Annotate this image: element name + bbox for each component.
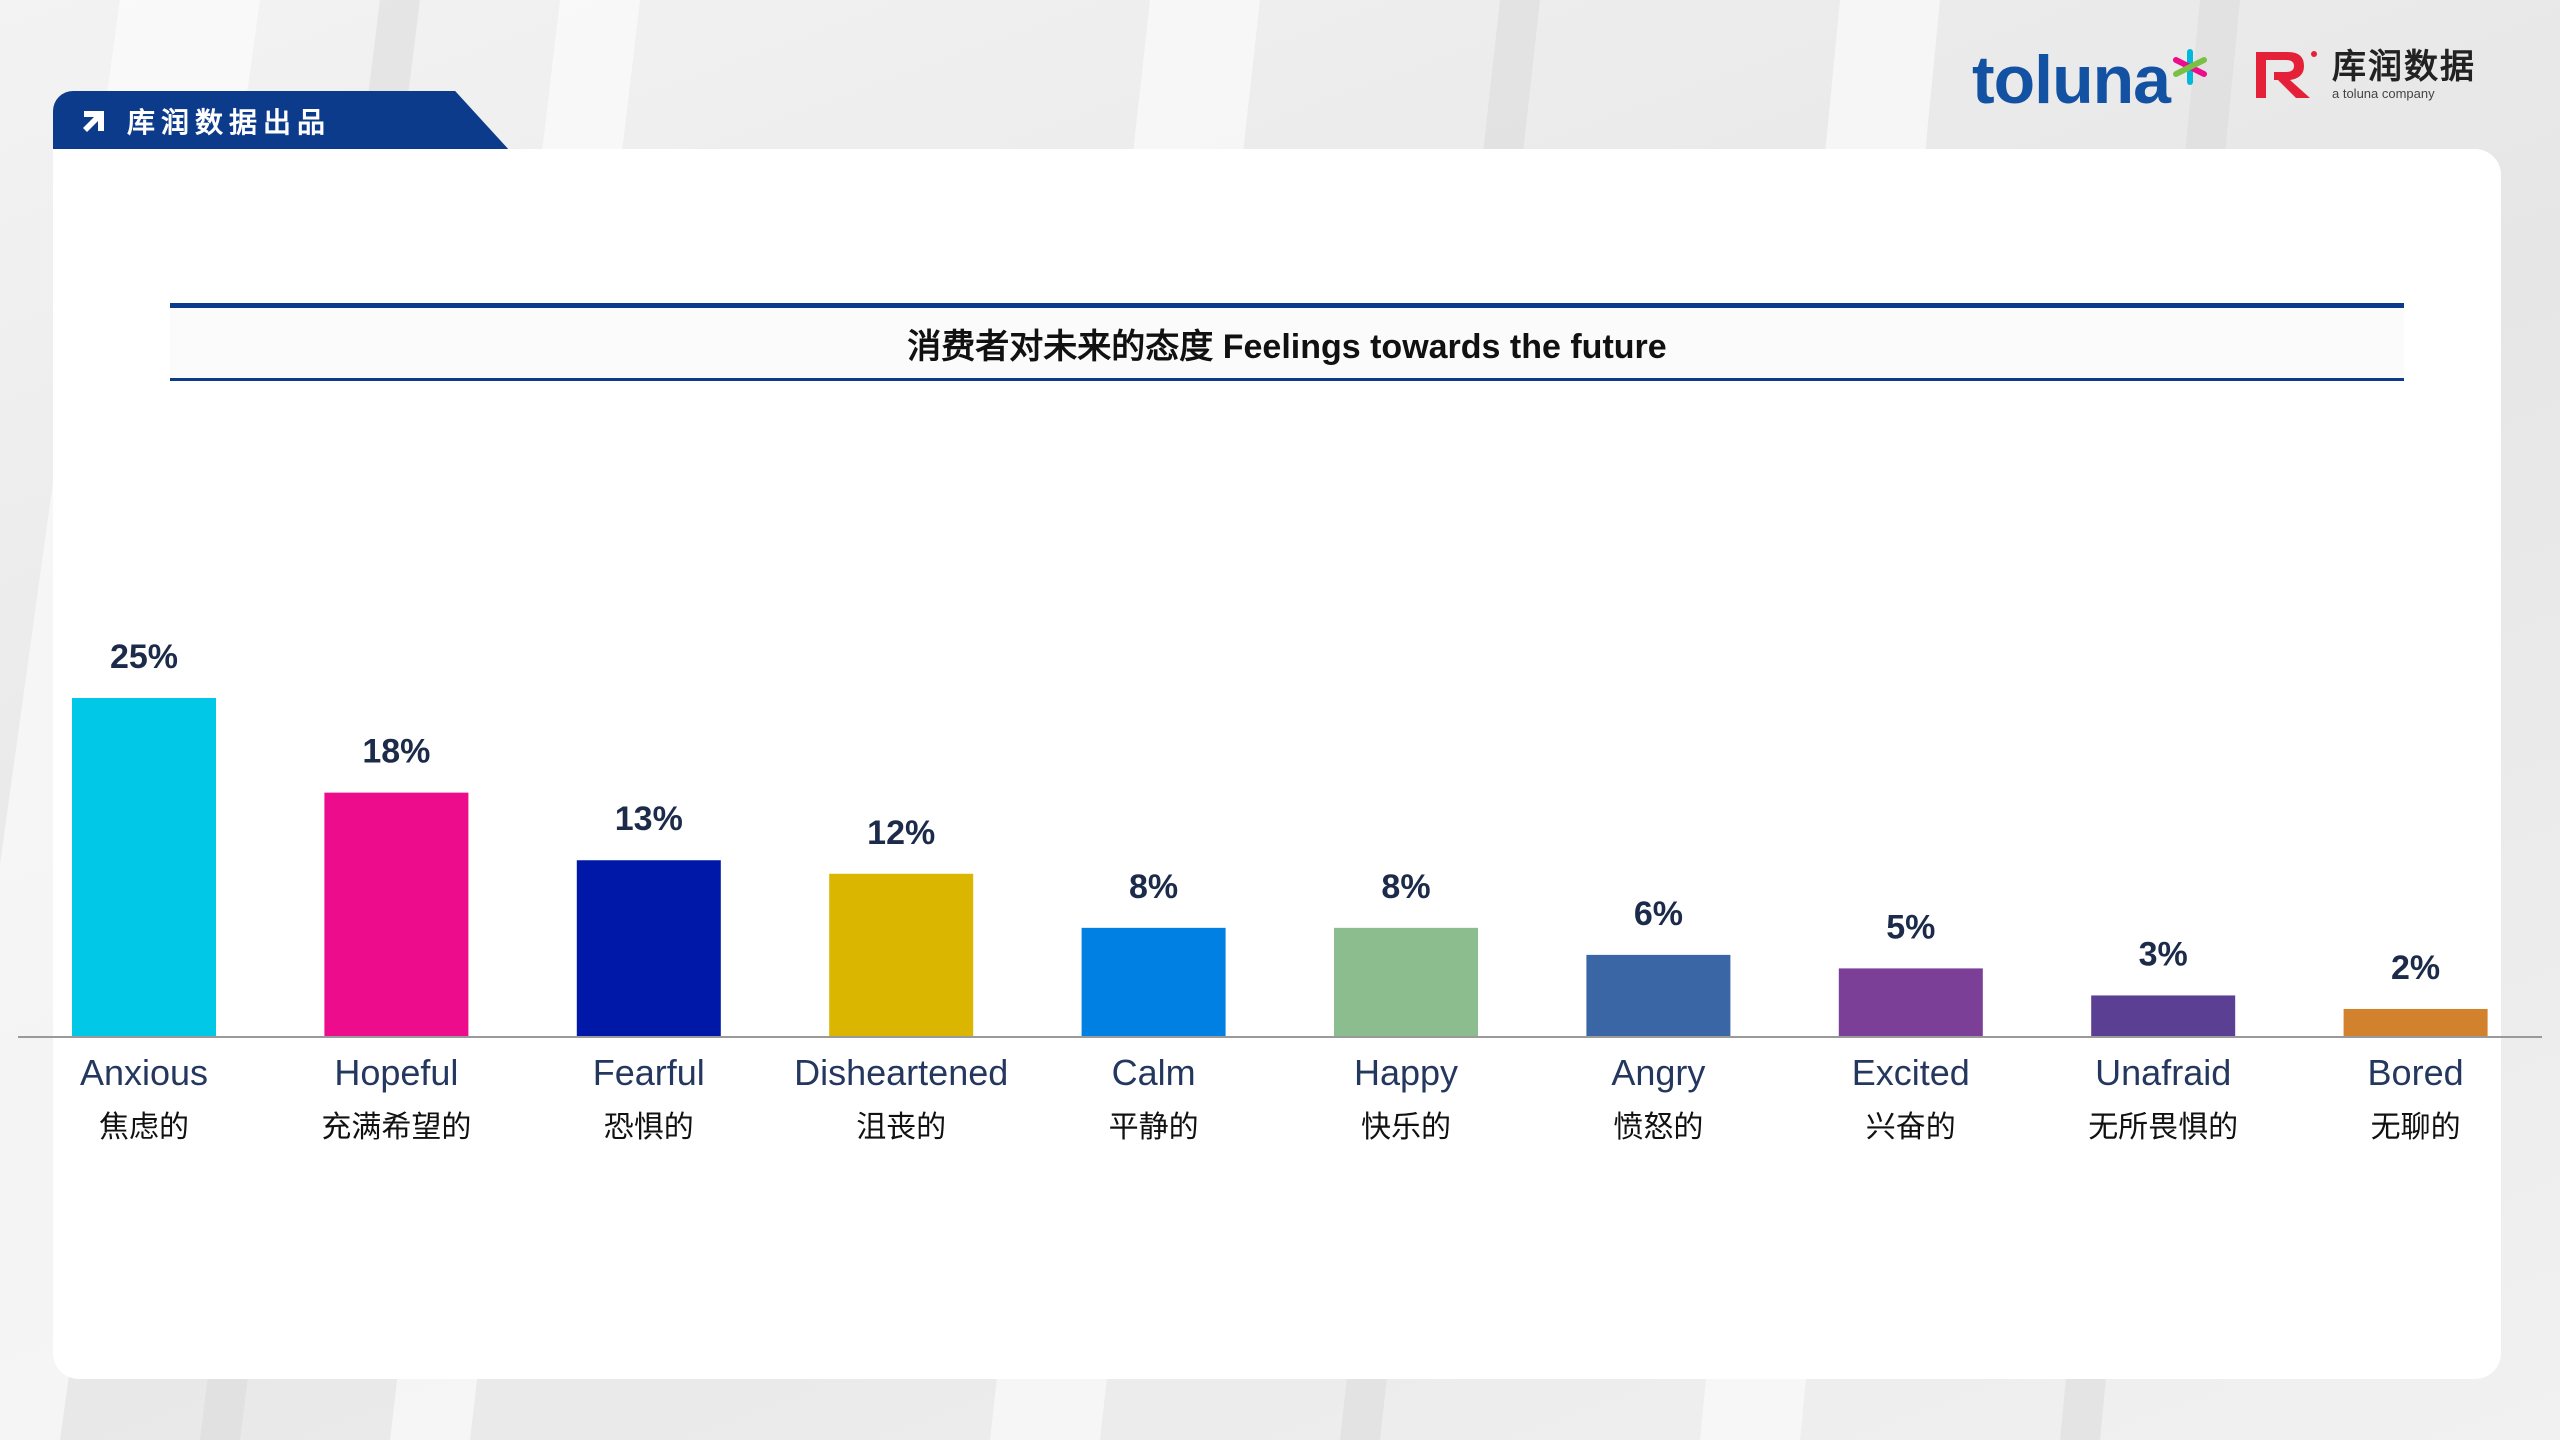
toluna-logo: toluna (1972, 40, 2208, 120)
data-label-fearful: 13% (615, 800, 683, 838)
toluna-logo-text: toluna (1972, 42, 2171, 118)
category-label-disheartened: Disheartened (794, 1052, 1008, 1093)
category-label-bored: Bored (2368, 1052, 2464, 1093)
brand-tab: 库润数据出品 (53, 91, 510, 151)
bar-disheartened (829, 873, 974, 1036)
data-label-calm: 8% (1129, 868, 1178, 906)
bar-calm (1081, 927, 1226, 1036)
kr-logo-sub: a toluna company (2332, 86, 2435, 101)
arrow-up-right-icon (83, 111, 104, 132)
data-label-angry: 6% (1634, 895, 1683, 933)
category-label-angry: Angry (1611, 1052, 1705, 1093)
category-label-zh-fearful: 恐惧的 (604, 1110, 694, 1145)
category-label-zh-hopeful: 充满希望的 (321, 1110, 471, 1145)
category-label-zh-disheartened: 沮丧的 (856, 1110, 946, 1145)
category-label-unafraid: Unafraid (2095, 1052, 2231, 1093)
chart-title-band: 消费者对未来的态度 Feelings towards the future (170, 303, 2404, 381)
category-label-anxious: Anxious (80, 1052, 208, 1093)
kr-logo-name: 库润数据 (2332, 48, 2476, 86)
category-label-zh-angry: 愤怒的 (1613, 1110, 1703, 1145)
category-label-zh-calm: 平静的 (1109, 1110, 1199, 1145)
bar-fearful (576, 860, 721, 1036)
category-label-fearful: Fearful (593, 1052, 705, 1093)
data-label-hopeful: 18% (362, 733, 430, 771)
category-label-zh-anxious: 焦虑的 (99, 1110, 189, 1145)
category-label-zh-happy: 快乐的 (1361, 1110, 1451, 1145)
category-label-happy: Happy (1354, 1052, 1458, 1093)
kr-mark-icon (2256, 51, 2317, 98)
bar-excited (1838, 968, 1983, 1036)
bar-unafraid (2091, 995, 2236, 1036)
category-label-zh-unafraid: 无所畏惧的 (2088, 1110, 2238, 1145)
bar-bored (2343, 1008, 2488, 1036)
chart-title: 消费者对未来的态度 Feelings towards the future (907, 327, 1667, 366)
category-label-calm: Calm (1112, 1052, 1196, 1093)
data-label-happy: 8% (1381, 868, 1430, 906)
bar-hopeful (324, 792, 469, 1036)
data-label-disheartened: 12% (867, 814, 935, 852)
bar-happy (1334, 927, 1478, 1036)
data-label-unafraid: 3% (2139, 935, 2188, 973)
data-label-excited: 5% (1886, 908, 1935, 946)
asterisk-icon (2172, 49, 2207, 85)
data-label-anxious: 25% (110, 638, 178, 676)
tab-label: 库润数据出品 (127, 107, 332, 138)
category-label-hopeful: Hopeful (334, 1052, 458, 1093)
bar-angry (1586, 954, 1731, 1036)
category-label-zh-excited: 兴奋的 (1866, 1110, 1956, 1145)
category-label-excited: Excited (1852, 1052, 1970, 1093)
bar-anxious (72, 698, 216, 1036)
category-label-zh-bored: 无聊的 (2371, 1110, 2461, 1145)
kurun-logo: 库润数据 a toluna company (2252, 48, 2476, 102)
data-label-bored: 2% (2391, 949, 2440, 987)
